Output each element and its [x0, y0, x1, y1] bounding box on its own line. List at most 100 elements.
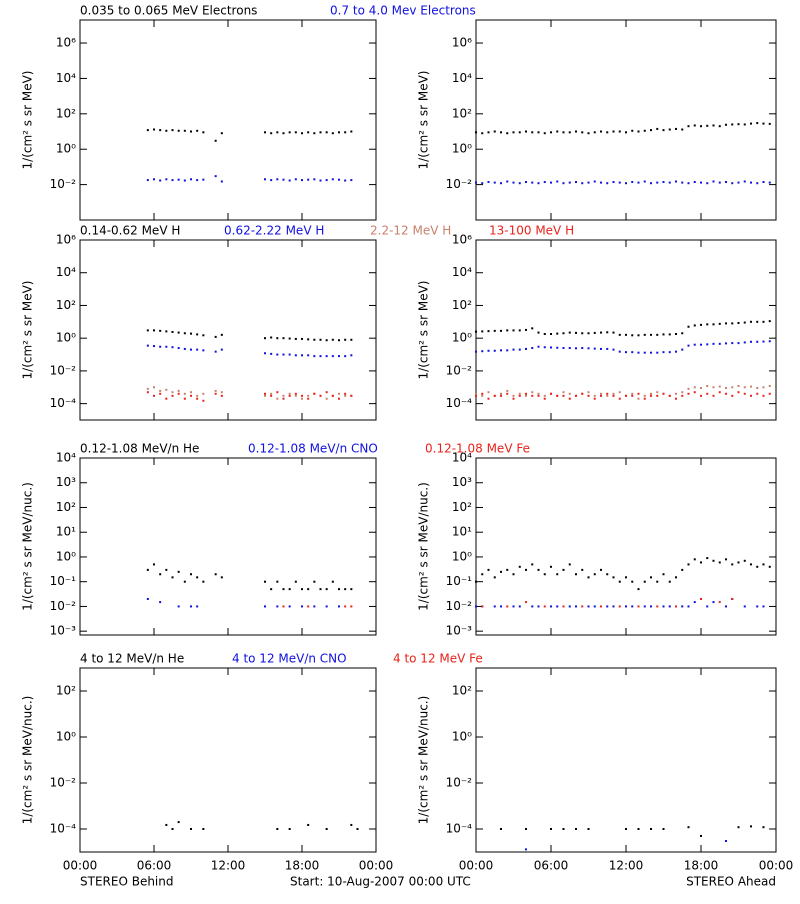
y-axis-label: 1/(cm² s sr MeV)	[21, 281, 35, 380]
data-point	[625, 131, 627, 134]
data-point	[518, 131, 521, 134]
data-point	[506, 605, 509, 608]
data-point	[643, 180, 646, 183]
data-point	[606, 573, 609, 576]
data-point	[481, 330, 484, 333]
legend-label: 0.12-1.08 MeV/n He	[80, 442, 199, 456]
data-point	[531, 131, 534, 134]
y-tick-label: 10⁻⁴	[50, 396, 77, 410]
left-caption: STEREO Behind	[80, 875, 174, 889]
data-point	[600, 568, 602, 571]
data-point	[725, 558, 727, 561]
data-point	[146, 129, 149, 132]
data-point	[568, 181, 571, 184]
data-point	[350, 823, 353, 826]
data-point	[202, 334, 205, 337]
data-point	[750, 181, 752, 184]
data-point	[706, 384, 709, 387]
data-point	[288, 131, 291, 134]
y-tick-label: 10⁴	[452, 451, 472, 465]
data-point	[706, 557, 709, 560]
data-point	[756, 182, 759, 185]
data-point	[756, 122, 759, 125]
data-point	[693, 386, 696, 389]
data-point	[344, 355, 347, 358]
data-point	[500, 131, 502, 134]
data-point	[313, 392, 316, 395]
y-tick-label: 10⁶	[56, 233, 76, 247]
data-point	[537, 182, 540, 185]
data-point	[301, 394, 303, 397]
data-point	[481, 392, 484, 395]
data-point	[344, 605, 347, 608]
data-point	[220, 394, 223, 397]
data-point	[325, 397, 328, 400]
data-point	[288, 605, 291, 608]
data-point	[500, 182, 502, 185]
data-point	[165, 397, 168, 400]
data-point	[562, 182, 565, 185]
data-point	[307, 354, 310, 357]
data-point	[643, 605, 646, 608]
data-point	[643, 351, 646, 354]
data-point	[550, 131, 552, 134]
data-point	[668, 605, 671, 608]
data-point	[662, 181, 665, 184]
data-point	[737, 826, 740, 829]
data-point	[737, 384, 740, 387]
data-point	[493, 181, 496, 184]
data-point	[159, 129, 162, 132]
data-point	[313, 355, 316, 358]
data-point	[750, 385, 752, 388]
data-point	[668, 394, 671, 397]
data-point	[600, 605, 602, 608]
data-point	[512, 605, 515, 608]
legend-label: 2.2-12 MeV H	[370, 224, 451, 238]
data-point	[568, 347, 571, 350]
data-point	[700, 323, 702, 326]
data-point	[712, 601, 715, 604]
data-point	[202, 392, 205, 395]
data-point	[768, 181, 771, 184]
data-point	[214, 389, 217, 392]
y-tick-label: 10⁶	[452, 233, 472, 247]
data-point	[612, 348, 615, 351]
data-point	[568, 605, 571, 608]
data-point	[762, 605, 765, 608]
data-point	[712, 342, 715, 345]
data-point	[146, 568, 149, 571]
data-point	[165, 823, 168, 826]
data-point	[214, 175, 217, 178]
data-point	[743, 180, 746, 183]
data-point	[350, 394, 353, 397]
data-point	[282, 337, 285, 340]
data-point	[159, 329, 162, 332]
data-point	[165, 568, 168, 571]
data-point	[190, 573, 192, 576]
data-point	[637, 605, 640, 608]
data-point	[687, 344, 690, 347]
data-point	[706, 605, 709, 608]
data-point	[731, 563, 734, 566]
x-tick-label: 12:00	[609, 859, 644, 873]
data-point	[214, 139, 217, 142]
y-tick-label: 10⁰	[452, 331, 472, 345]
data-point	[681, 568, 684, 571]
data-point	[177, 821, 180, 824]
data-point	[301, 337, 303, 340]
data-point	[288, 588, 291, 591]
y-tick-label: 10⁻⁴	[50, 822, 77, 836]
data-point	[531, 605, 534, 608]
y-tick-label: 10⁻²	[50, 177, 77, 191]
data-point	[177, 605, 180, 608]
data-point	[712, 180, 715, 183]
data-point	[562, 828, 565, 830]
data-point	[681, 394, 684, 397]
data-point	[500, 828, 502, 830]
data-point	[756, 605, 759, 608]
data-point	[718, 385, 721, 388]
data-point	[550, 565, 552, 568]
data-point	[587, 394, 590, 397]
data-point	[562, 131, 565, 134]
data-point	[762, 826, 765, 829]
